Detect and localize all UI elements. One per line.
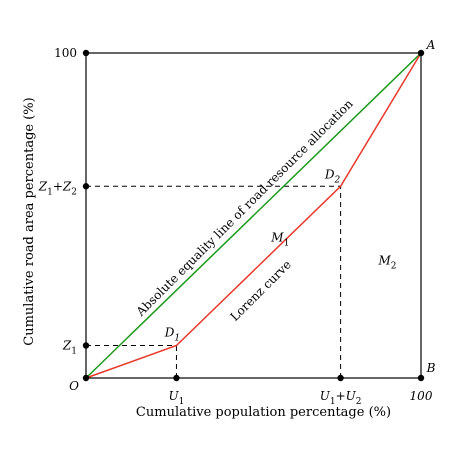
plot-frame	[85, 52, 422, 379]
x-tick-dot-3	[417, 374, 425, 382]
region-label-0: M1	[270, 231, 289, 249]
series-line-0	[85, 52, 422, 379]
y-tick-dot-0	[82, 342, 90, 349]
x-tick-label-1: U1	[169, 389, 185, 407]
series-line-1	[85, 52, 422, 379]
series-label-1: Lorenz curve	[227, 257, 293, 323]
y-tick-label-1: Z1+Z2	[38, 179, 77, 197]
region-label-1: M2	[377, 253, 396, 271]
x-tick-dot-2	[337, 374, 344, 382]
y-tick-label-0: Z1	[62, 339, 77, 357]
x-tick-label-0: O	[69, 379, 79, 393]
point-label-0: A	[426, 38, 436, 52]
y-tick-label-2: 100	[54, 46, 77, 60]
point-label-2: D1	[164, 326, 180, 344]
x-tick-label-3: 100	[410, 389, 433, 403]
x-tick-label-2: U1+U2	[320, 389, 362, 407]
x-tick-dot-1	[173, 374, 180, 382]
y-axis-title: Cumulative road area percentage (%)	[22, 97, 37, 345]
series-label-0: Absolute equality line of road resource …	[133, 96, 356, 319]
x-tick-dot-0	[82, 374, 90, 382]
y-tick-dot-1	[82, 183, 90, 190]
point-label-3: D2	[324, 167, 341, 185]
y-tick-dot-2	[82, 49, 90, 57]
point-dot-A	[417, 49, 425, 57]
x-axis-title: Cumulative population percentage (%)	[136, 405, 391, 420]
point-label-1: B	[426, 361, 436, 375]
